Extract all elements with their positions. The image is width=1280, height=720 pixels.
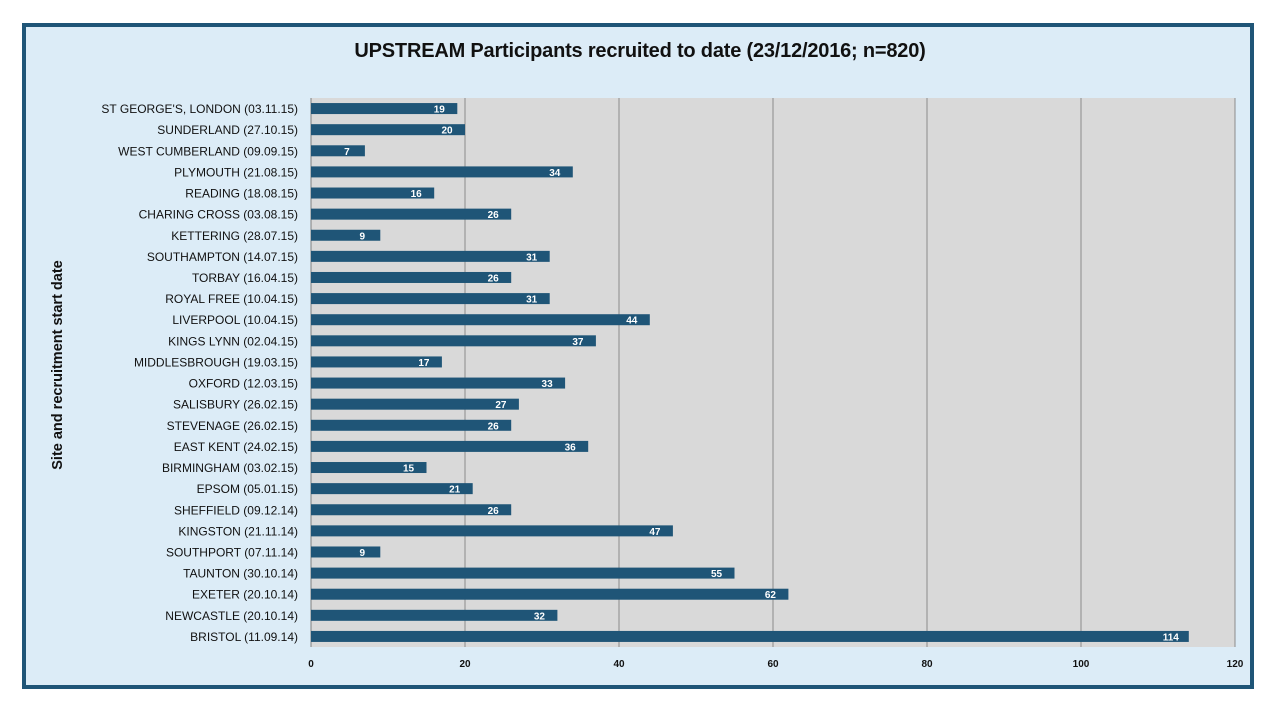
bar bbox=[311, 630, 1189, 642]
data-label: 34 bbox=[549, 168, 561, 179]
bar bbox=[311, 356, 442, 368]
data-label: 36 bbox=[565, 442, 577, 453]
bar bbox=[311, 398, 519, 410]
data-label: 16 bbox=[411, 189, 423, 200]
data-label: 26 bbox=[488, 421, 500, 432]
bar bbox=[311, 166, 573, 178]
data-label: 15 bbox=[403, 464, 415, 475]
category-label: EAST KENT (24.02.15) bbox=[174, 440, 298, 454]
category-label: TORBAY (16.04.15) bbox=[192, 271, 298, 285]
category-label: SUNDERLAND (27.10.15) bbox=[157, 123, 298, 137]
category-label: TAUNTON (30.10.14) bbox=[183, 567, 298, 581]
data-label: 37 bbox=[572, 337, 584, 348]
data-label: 55 bbox=[711, 569, 723, 580]
bar bbox=[311, 229, 381, 241]
bar bbox=[311, 124, 465, 136]
x-tick-label: 0 bbox=[308, 659, 314, 670]
x-tick-label: 100 bbox=[1073, 659, 1090, 670]
category-label: SHEFFIELD (09.12.14) bbox=[174, 503, 298, 517]
category-label: BIRMINGHAM (03.02.15) bbox=[162, 461, 298, 475]
category-label: OXFORD (12.03.15) bbox=[189, 377, 298, 391]
bar bbox=[311, 293, 550, 305]
data-label: 33 bbox=[542, 379, 554, 390]
category-label: KINGS LYNN (02.04.15) bbox=[168, 334, 298, 348]
bar bbox=[311, 567, 735, 579]
chart-title: UPSTREAM Participants recruited to date … bbox=[354, 40, 926, 62]
bar bbox=[311, 377, 566, 389]
bar bbox=[311, 271, 512, 283]
data-label: 9 bbox=[360, 231, 366, 242]
bar bbox=[311, 462, 427, 474]
bar bbox=[311, 546, 381, 558]
data-label: 31 bbox=[526, 295, 538, 306]
category-label: SOUTHPORT (07.11.14) bbox=[166, 545, 298, 559]
x-tick-label: 80 bbox=[921, 659, 933, 670]
data-label: 7 bbox=[344, 147, 350, 158]
bar bbox=[311, 314, 650, 326]
data-label: 20 bbox=[441, 126, 453, 137]
data-label: 19 bbox=[434, 105, 446, 116]
bar bbox=[311, 609, 558, 621]
bar bbox=[311, 145, 365, 157]
data-label: 26 bbox=[488, 273, 500, 284]
category-label: EXETER (20.10.14) bbox=[192, 588, 298, 602]
category-label: EPSOM (05.01.15) bbox=[197, 482, 298, 496]
bar bbox=[311, 440, 589, 452]
category-label: ST GEORGE'S, LONDON (03.11.15) bbox=[101, 102, 298, 116]
category-label: SOUTHAMPTON (14.07.15) bbox=[147, 250, 298, 264]
bar bbox=[311, 483, 473, 495]
x-tick-label: 40 bbox=[613, 659, 625, 670]
category-label: CHARING CROSS (03.08.15) bbox=[139, 208, 298, 222]
category-label: PLYMOUTH (21.08.15) bbox=[174, 165, 298, 179]
category-label: ROYAL FREE (10.04.15) bbox=[165, 292, 298, 306]
x-tick-label: 120 bbox=[1227, 659, 1244, 670]
x-tick-label: 20 bbox=[459, 659, 471, 670]
bar bbox=[311, 525, 673, 537]
category-label: KETTERING (28.07.15) bbox=[171, 229, 298, 243]
data-label: 62 bbox=[765, 590, 777, 601]
data-label: 26 bbox=[488, 506, 500, 517]
category-label: WEST CUMBERLAND (09.09.15) bbox=[118, 144, 298, 158]
data-label: 32 bbox=[534, 611, 546, 622]
x-tick-label: 60 bbox=[767, 659, 779, 670]
category-label: LIVERPOOL (10.04.15) bbox=[172, 313, 298, 327]
bar bbox=[311, 504, 512, 516]
data-label: 9 bbox=[360, 548, 366, 559]
bar bbox=[311, 335, 596, 347]
data-label: 31 bbox=[526, 252, 538, 263]
bar bbox=[311, 208, 512, 220]
data-label: 26 bbox=[488, 210, 500, 221]
bar bbox=[311, 250, 550, 262]
data-label: 114 bbox=[1163, 632, 1180, 643]
category-label: BRISTOL (11.09.14) bbox=[190, 630, 298, 644]
bar bbox=[311, 588, 789, 600]
data-label: 27 bbox=[495, 400, 507, 411]
bar bbox=[311, 187, 435, 199]
data-label: 21 bbox=[449, 485, 461, 496]
data-label: 47 bbox=[649, 527, 661, 538]
category-label: SALISBURY (26.02.15) bbox=[173, 398, 298, 412]
category-label: STEVENAGE (26.02.15) bbox=[167, 419, 298, 433]
data-label: 17 bbox=[418, 358, 430, 369]
category-label: KINGSTON (21.11.14) bbox=[178, 524, 298, 538]
bar bbox=[311, 103, 458, 115]
category-label: NEWCASTLE (20.10.14) bbox=[165, 609, 298, 623]
category-label: MIDDLESBROUGH (19.03.15) bbox=[134, 355, 298, 369]
bar bbox=[311, 419, 512, 431]
category-label: READING (18.08.15) bbox=[185, 187, 298, 201]
data-label: 44 bbox=[626, 316, 638, 327]
